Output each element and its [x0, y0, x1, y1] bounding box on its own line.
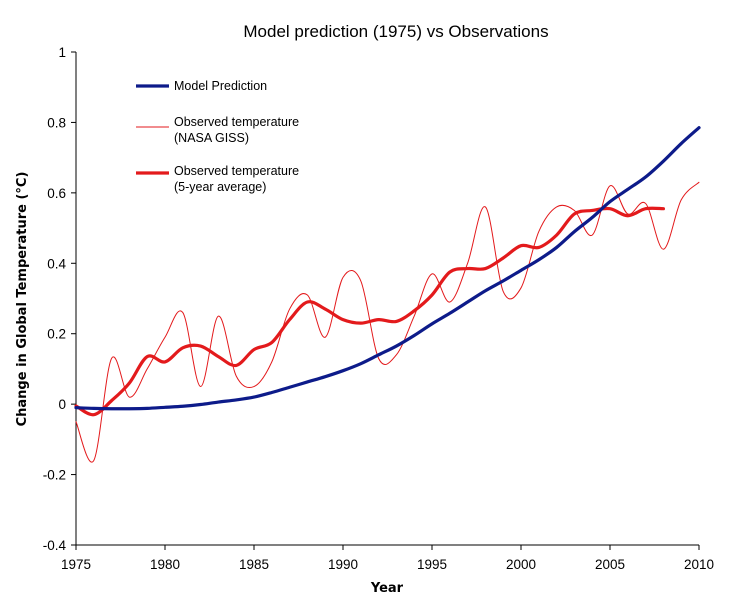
legend-label-giss: Observed temperature [174, 115, 299, 129]
y-tick-label: 0.6 [47, 186, 66, 201]
legend-label-avg5: Observed temperature [174, 164, 299, 178]
x-tick-label: 1980 [150, 557, 180, 572]
x-tick-label: 1975 [61, 557, 91, 572]
legend-label-model: Model Prediction [174, 79, 267, 93]
y-tick-label: -0.2 [43, 468, 66, 483]
y-axis-title: Change in Global Temperature (°C) [15, 172, 30, 427]
y-tick-label: -0.4 [43, 538, 67, 553]
plot-area: 10.80.60.40.20-0.2-0.4 1975 1980 1985 1990 1… [43, 45, 714, 572]
series-line-avg5 [74, 206, 665, 417]
y-tick-label: 0 [58, 397, 66, 412]
y-ticks: 1 0.8 0.6 0.4 0.2 0 -0.2 -0.4 [43, 45, 76, 553]
x-tick-label: 2005 [595, 557, 625, 572]
x-tick-label: 1990 [328, 557, 358, 572]
series-line-giss [75, 181, 700, 463]
x-tick-label: 2000 [506, 557, 536, 572]
x-axis-title: Year [370, 581, 404, 596]
y-tick-label: 1 [58, 45, 66, 60]
legend-label-avg5: (5-year average) [174, 180, 266, 194]
legend-label-giss: (NASA GISS) [174, 131, 249, 145]
x-tick-label: 1995 [417, 557, 447, 572]
series-layer [74, 126, 701, 463]
series-line-model [74, 126, 701, 411]
chart-title: Model prediction (1975) vs Observations [243, 22, 548, 41]
x-tick-label: 2010 [684, 557, 714, 572]
x-ticks: 1975 1980 1985 1990 1995 2000 2005 2010 [61, 545, 714, 572]
x-tick-label: 1985 [239, 557, 269, 572]
y-tick-label: 0.4 [47, 256, 66, 271]
legend: Model Prediction Observed temperature (NAS… [136, 79, 299, 194]
y-tick-label: 0.2 [47, 327, 66, 342]
y-tick-label: 0.8 [47, 115, 66, 130]
